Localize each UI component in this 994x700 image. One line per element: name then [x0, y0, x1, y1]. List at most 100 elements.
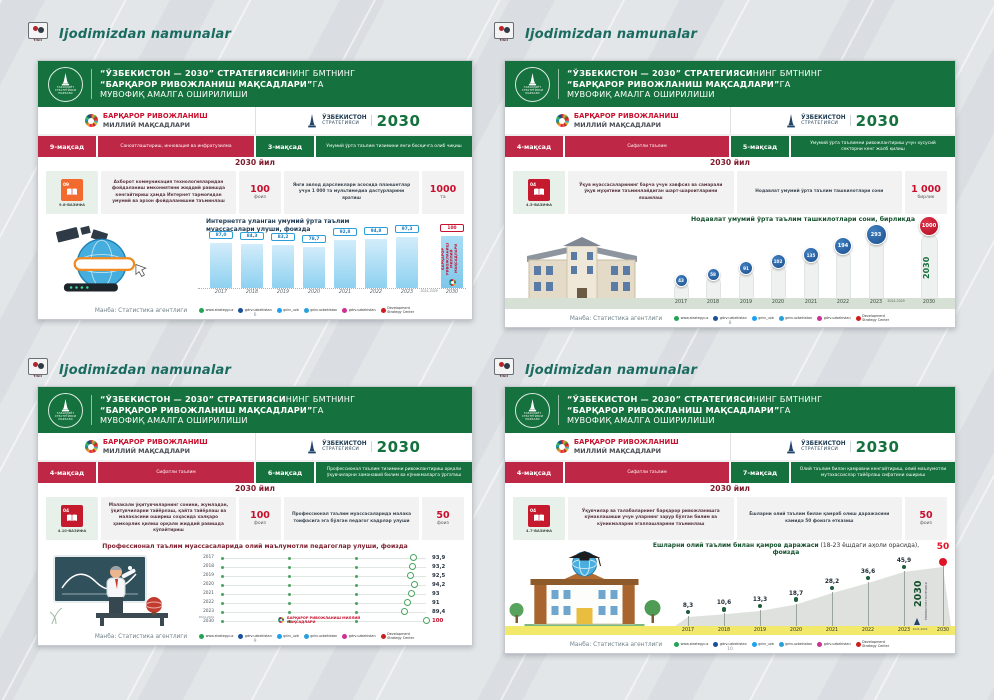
strategy-year: 2030 [855, 437, 900, 456]
instagram-link: gdrv.uzbekistan [342, 308, 376, 313]
bar-value: 83,2 [271, 232, 295, 241]
sdg-label-2: МИЛЛИЙ МАҚСАДЛАРИ [573, 446, 662, 455]
goal-annotation: БАРҚАРОР РИВОЖЛАНИШ МИЛЛИЙ МАҚСАДЛАРИ [287, 616, 361, 625]
bar-value: 87,0 [209, 230, 233, 239]
tower-year-label: 2030 [921, 256, 931, 279]
goal-left-text: Сифатли таълим [565, 462, 729, 483]
task-text-1: Малакали ўқитувчиларнинг сонини, жумлада… [101, 497, 236, 540]
logo-caption: ТАРАҚҚИЁТ СТРАТЕГИЯСИ МАРКАЗИ [54, 411, 77, 422]
strategy-label-1: ЎЗБЕКИСТОН [322, 114, 367, 121]
source-label: Манба: Статистика агентлиги [94, 633, 188, 640]
sdg-task-icon: 04 [61, 504, 83, 527]
strategy-year: 2030 [376, 437, 421, 456]
youtube-icon [855, 642, 861, 647]
instagram-icon [817, 316, 823, 321]
task-value-1: 100 фоиз [239, 171, 281, 214]
facebook-icon [713, 642, 719, 647]
goal-right-badge: 3-мақсад [256, 136, 314, 157]
social-handle: gdrv.uzbekistan [719, 315, 747, 320]
axis-tick: 2024-2029 [420, 289, 438, 293]
track [222, 611, 426, 613]
track [222, 557, 426, 559]
track-dot [287, 565, 291, 569]
title-line2-rest: ГА [779, 404, 791, 415]
axis-tick: 2024-2029 [887, 299, 905, 303]
source-label: Манба: Статистика агентлиги [94, 307, 188, 314]
task-text-1: Ўқув муассасаларининг барча учун хавфсиз… [568, 171, 734, 214]
sdg-label-1: БАРҚАРОР РИВОЖЛАНИШ [102, 112, 208, 121]
section-header: YIGIT Ijodimizdan namunalar [26, 20, 231, 48]
monument-icon [787, 113, 795, 127]
axis-tick: 2021 [804, 300, 818, 305]
row-value: 91 [432, 599, 440, 606]
track [222, 584, 426, 586]
data-point: 102 [770, 254, 786, 269]
chart-title: Интернетга уланган умумий ўрта таълим му… [206, 218, 350, 234]
social-handle: gdrv.uzbekistan [823, 641, 851, 646]
whatsapp-icon [199, 308, 205, 313]
slide-card: ТАРАҚҚИЁТ СТРАТЕГИЯСИ МАРКАЗИ “ЎЗБЕКИСТО… [37, 386, 473, 646]
track-dot [220, 556, 224, 560]
chart-title: Ёшларни олий таълим билан қамров даражас… [652, 542, 920, 556]
area-silhouette [675, 567, 951, 626]
track-dot [220, 610, 224, 614]
section-title: Ijodimizdan namunalar [525, 26, 698, 42]
task-value-2: 50 фоиз [905, 497, 947, 540]
social-handle: Development Strategy Center [387, 631, 415, 640]
club-logo-icon: YIGIT [492, 358, 516, 382]
social-handle: gdrv_uzb [283, 307, 299, 312]
telegram-link: gdrv.uzbekistan [303, 634, 337, 639]
sdg-wheel-icon [448, 279, 456, 286]
instagram-icon [342, 634, 348, 639]
track-dot [220, 565, 224, 569]
source-label: Манба: Статистика агентлиги [569, 641, 663, 648]
sdg-label-2: МИЛЛИЙ МАҚСАДЛАРИ [102, 446, 191, 455]
strategy-label-2: СТРАТЕГИЯСИ [801, 447, 839, 453]
axis-tick: 2017 [674, 300, 688, 305]
data-point [901, 564, 907, 570]
sdg-label-2: МИЛЛИЙ МАҚСАДЛАРИ [573, 120, 662, 129]
data-point [407, 572, 415, 579]
social-handle: www.strategy.uz [680, 315, 709, 320]
track [222, 566, 426, 568]
value-unit: фоиз [254, 195, 266, 201]
title-line2-bold: “БАРҚАРОР РИВОЖЛАНИШ МАҚСАДЛАРИ” [100, 404, 313, 415]
bar [303, 247, 325, 288]
sdg-block: БАРҚАРОР РИВОЖЛАНИШ МИЛЛИЙ МАҚСАДЛАРИ [505, 107, 730, 134]
internet-globe-illustration [55, 225, 147, 292]
value-unit: фоиз [254, 521, 266, 527]
social-handle: gdrv_uzb [758, 315, 774, 320]
point-value: 18,7 [788, 590, 804, 597]
club-logo-caption: YIGIT [499, 38, 509, 42]
telegram-link: gdrv.uzbekistan [303, 308, 337, 313]
target-year-heading: 2030 йил [235, 158, 275, 167]
task-value-2: 1000 та [422, 171, 464, 214]
bar: БАРҚАРОР РИВОЖЛАНИШ МИЛЛИЙ МАҚСАДЛАРИ [441, 236, 463, 288]
teacher-illustration [49, 555, 168, 626]
point-value: 10,6 [716, 600, 732, 607]
strategy-center-logo: ТАРАҚҚИЁТ СТРАТЕГИЯСИ МАРКАЗИ [515, 66, 550, 102]
strategy-label-2: СТРАТЕГИЯСИ [801, 121, 839, 127]
slide-title: “ЎЗБЕКИСТОН — 2030” СТРАТЕГИЯСИНИНГ БМТН… [567, 394, 822, 426]
goal-right-badge: 5-мақсад [731, 136, 789, 157]
axis-tick: 2030 [922, 300, 936, 305]
social-handle: Development Strategy Center [862, 313, 890, 322]
track-dot [355, 619, 359, 623]
track-dot [287, 619, 291, 623]
task-text-1: Ахборот коммуникация технологияларидан ф… [101, 171, 236, 214]
axis-band [505, 298, 955, 309]
youtube-icon [380, 634, 386, 639]
facebook-link: gdrv.uzbekistan [713, 315, 747, 321]
title-line2-rest: ГА [312, 78, 324, 89]
track-dot [355, 583, 359, 587]
instagram-icon [342, 308, 348, 313]
axis-tick: 2021 [203, 591, 214, 596]
brand-band: БАРҚАРОР РИВОЖЛАНИШ МИЛЛИЙ МАҚСАДЛАРИ ЎЗ… [38, 433, 472, 462]
sdg-wheel-icon [555, 114, 569, 127]
data-point [721, 607, 727, 612]
track-dot [355, 574, 359, 578]
telegram-link: gdrv.uzbekistan [778, 316, 812, 321]
point-value: 8,3 [682, 603, 694, 610]
youtube-link: Development Strategy Center [380, 306, 416, 315]
value-unit: фоиз [437, 521, 449, 527]
